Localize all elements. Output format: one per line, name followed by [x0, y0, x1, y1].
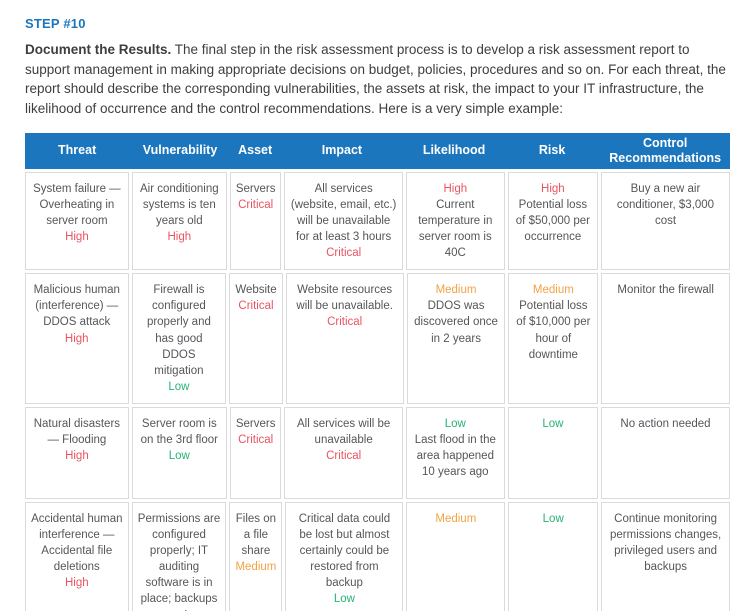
cell-text: Server room is on the 3rd floor — [140, 417, 218, 447]
cell-text: Critical data could be lost but almost c… — [298, 512, 391, 590]
table-cell: Medium — [406, 501, 506, 611]
intro-text: The final step in the risk assessment pr… — [25, 42, 726, 117]
table-cell: Medium Potential loss of $10,000 per hour… — [508, 273, 599, 404]
rating-label: High — [65, 231, 89, 244]
cell-text: System failure — Overheating in server r… — [33, 182, 121, 227]
rating-label: Medium — [435, 512, 477, 525]
table-cell: Buy a new air conditioner, $3,000 cost — [600, 171, 730, 271]
cell-text: Current temperature in server room is 40… — [418, 198, 493, 260]
cell-text: Accidental human interference — Accident… — [31, 512, 123, 574]
rating-label: Critical — [238, 198, 274, 211]
rating-label: Medium — [532, 284, 574, 297]
intro-bold-lead: Document the Results. — [25, 42, 172, 57]
rating-label: Low — [444, 417, 466, 430]
rating-label: Critical — [326, 450, 362, 463]
table-cell: Critical data could be lost but almost c… — [285, 501, 404, 611]
table-row: System failure — Overheating in server r… — [25, 171, 730, 271]
cell-text: Servers — [235, 182, 276, 195]
table-cell: Low — [508, 501, 599, 611]
table-cell: Website Critical — [229, 273, 283, 404]
table-cell: Permissions are configured properly; IT … — [131, 501, 227, 611]
table-row: Malicious human (interference) — DDOS at… — [25, 273, 730, 404]
table-cell: Monitor the firewall — [601, 273, 730, 404]
step-heading: STEP #10 — [25, 16, 86, 31]
cell-text: No action needed — [620, 417, 711, 430]
cell-text: All services will be unavailable — [296, 417, 391, 447]
table-cell: Servers Critical — [229, 406, 282, 499]
intro-paragraph: Document the Results. The final step in … — [25, 40, 729, 119]
risk-assessment-table: Threat Vulnerability Asset Impact Likelihood… — [25, 132, 730, 611]
table-cell: Low — [507, 406, 598, 499]
cell-text: Firewall is configured properly and has … — [146, 284, 211, 377]
rating-label: High — [167, 231, 192, 244]
table-cell: Continue monitoring permissions changes,… — [601, 501, 730, 611]
cell-text: Potential loss of $10,000 per hour of do… — [516, 300, 591, 361]
cell-text: DDOS was discovered once in 2 years — [414, 300, 498, 345]
table-cell: Servers Critical — [229, 171, 282, 271]
cell-text: Files on a file share — [235, 512, 277, 558]
cell-text: Last flood in the area happened 10 years… — [414, 434, 496, 479]
rating-label: Low — [333, 593, 355, 606]
cell-text: All services (website, email, etc.) will… — [290, 182, 397, 244]
rating-label: Low — [168, 380, 190, 393]
cell-text: Servers — [235, 417, 276, 430]
cell-text: Website — [235, 284, 277, 297]
rating-label: High — [443, 182, 468, 195]
column-header: Vulnerability — [142, 143, 218, 158]
rating-label: Low — [542, 512, 564, 525]
table-cell: Accidental human interference — Accident… — [25, 501, 129, 611]
table-cell: All services will be unavailable Critical — [284, 406, 403, 499]
rating-label: Critical — [238, 300, 274, 313]
rating-label: High — [541, 182, 565, 195]
cell-text: Air conditioning systems is ten years ol… — [139, 182, 219, 227]
table-cell: Files on a file share Medium — [229, 501, 283, 611]
cell-text: Website resources will be unavailable. — [296, 284, 393, 313]
table-cell: Medium DDOS was discovered once in 2 year… — [406, 273, 506, 404]
table-body: System failure — Overheating in server r… — [25, 171, 730, 611]
rating-label: High — [64, 577, 89, 590]
column-header: Impact — [321, 143, 363, 158]
table-row: Natural disasters — Flooding High Server r… — [25, 406, 730, 499]
table-cell: High Current temperature in server room i… — [405, 171, 505, 271]
cell-text: Continue monitoring permissions changes,… — [610, 512, 722, 574]
rating-label: Low — [168, 450, 190, 463]
cell-text: Natural disasters — Flooding — [33, 417, 121, 447]
column-header: Risk — [538, 143, 566, 158]
table-header-row: Threat Vulnerability Asset Impact Likelihood… — [25, 132, 730, 169]
rating-label: Medium — [435, 284, 477, 297]
rating-label: Low — [542, 417, 564, 430]
cell-text: Buy a new air conditioner, $3,000 cost — [616, 182, 715, 227]
cell-text: Permissions are configured properly; IT … — [137, 512, 221, 611]
table-cell: Air conditioning systems is ten years ol… — [131, 171, 227, 271]
table-cell: Low Last flood in the area happened 10 ye… — [405, 406, 505, 499]
table-cell: High Potential loss of $50,000 per occurr… — [507, 171, 598, 271]
rating-label: Critical — [238, 434, 274, 447]
table-cell: System failure — Overheating in server r… — [25, 171, 129, 271]
table-cell: Natural disasters — Flooding High — [25, 406, 129, 499]
rating-label: High — [64, 332, 89, 345]
rating-label: Medium — [235, 561, 277, 574]
table-cell: Server room is on the 3rd floor Low — [131, 406, 227, 499]
rating-label: Critical — [327, 316, 363, 329]
rating-label: Critical — [326, 247, 362, 260]
column-header: Likelihood — [422, 143, 486, 158]
table-cell: Malicious human (interference) — DDOS at… — [25, 273, 129, 404]
table-cell: Website resources will be unavailable. Cr… — [285, 273, 404, 404]
rating-label: High — [65, 450, 89, 463]
cell-text: Malicious human (interference) — DDOS at… — [33, 284, 120, 329]
table-cell: No action needed — [600, 406, 730, 499]
table-cell: All services (website, email, etc.) will… — [284, 171, 403, 271]
table-row: Accidental human interference — Accident… — [25, 501, 730, 611]
column-header: Asset — [238, 143, 273, 158]
column-header: Threat — [58, 143, 97, 158]
table-cell: Firewall is configured properly and has … — [131, 273, 227, 404]
cell-text: Monitor the firewall — [617, 284, 714, 297]
column-header: Control Recommendations — [609, 135, 722, 165]
cell-text: Potential loss of $50,000 per occurrence — [515, 198, 590, 244]
